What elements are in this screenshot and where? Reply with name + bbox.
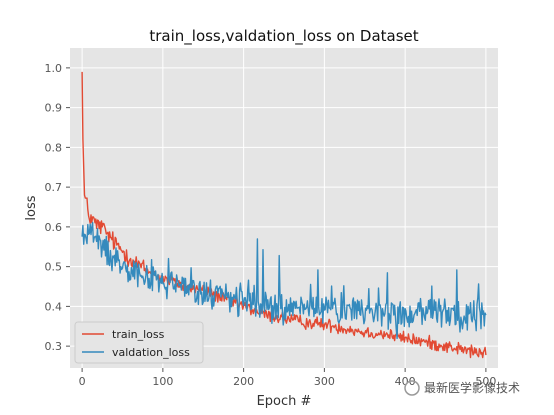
x-tick-label: 500 [475,375,496,388]
legend: train_loss valdation_loss [74,321,204,364]
series-layer [81,71,487,359]
chart-title: train_loss,valdation_loss on Dataset [149,27,418,46]
y-axis-label: loss [24,195,39,220]
watermark: 最新医学影像技术 [404,380,520,396]
y-tick-label: 0.5 [45,261,63,274]
x-tick-label: 200 [233,375,254,388]
legend-label-train-loss: train_loss [112,328,165,341]
x-tick-label: 0 [79,375,86,388]
series-line-valdation-loss [81,221,487,340]
y-tick-label: 0.8 [45,141,63,154]
legend-box [74,321,204,364]
legend-label-valdation-loss: valdation_loss [112,346,190,359]
y-tick-label: 1.0 [45,62,63,75]
x-tick-label: 400 [395,375,416,388]
y-tick-label: 0.9 [45,102,63,115]
ticks: 0.3 0.4 0.5 0.6 0.7 0.8 0.9 1.0 0 100 200 300 400 500 [45,62,497,388]
x-tick-label: 300 [314,375,335,388]
y-tick-label: 0.3 [45,340,63,353]
x-axis-label: Epoch # [257,394,312,409]
watermark-text: 最新医学影像技术 [424,380,520,395]
y-tick-label: 0.4 [45,300,63,313]
y-tick-label: 0.7 [45,181,63,194]
watermark-logo-icon [404,380,420,396]
x-tick-label: 100 [152,375,173,388]
y-tick-label: 0.6 [45,221,63,234]
